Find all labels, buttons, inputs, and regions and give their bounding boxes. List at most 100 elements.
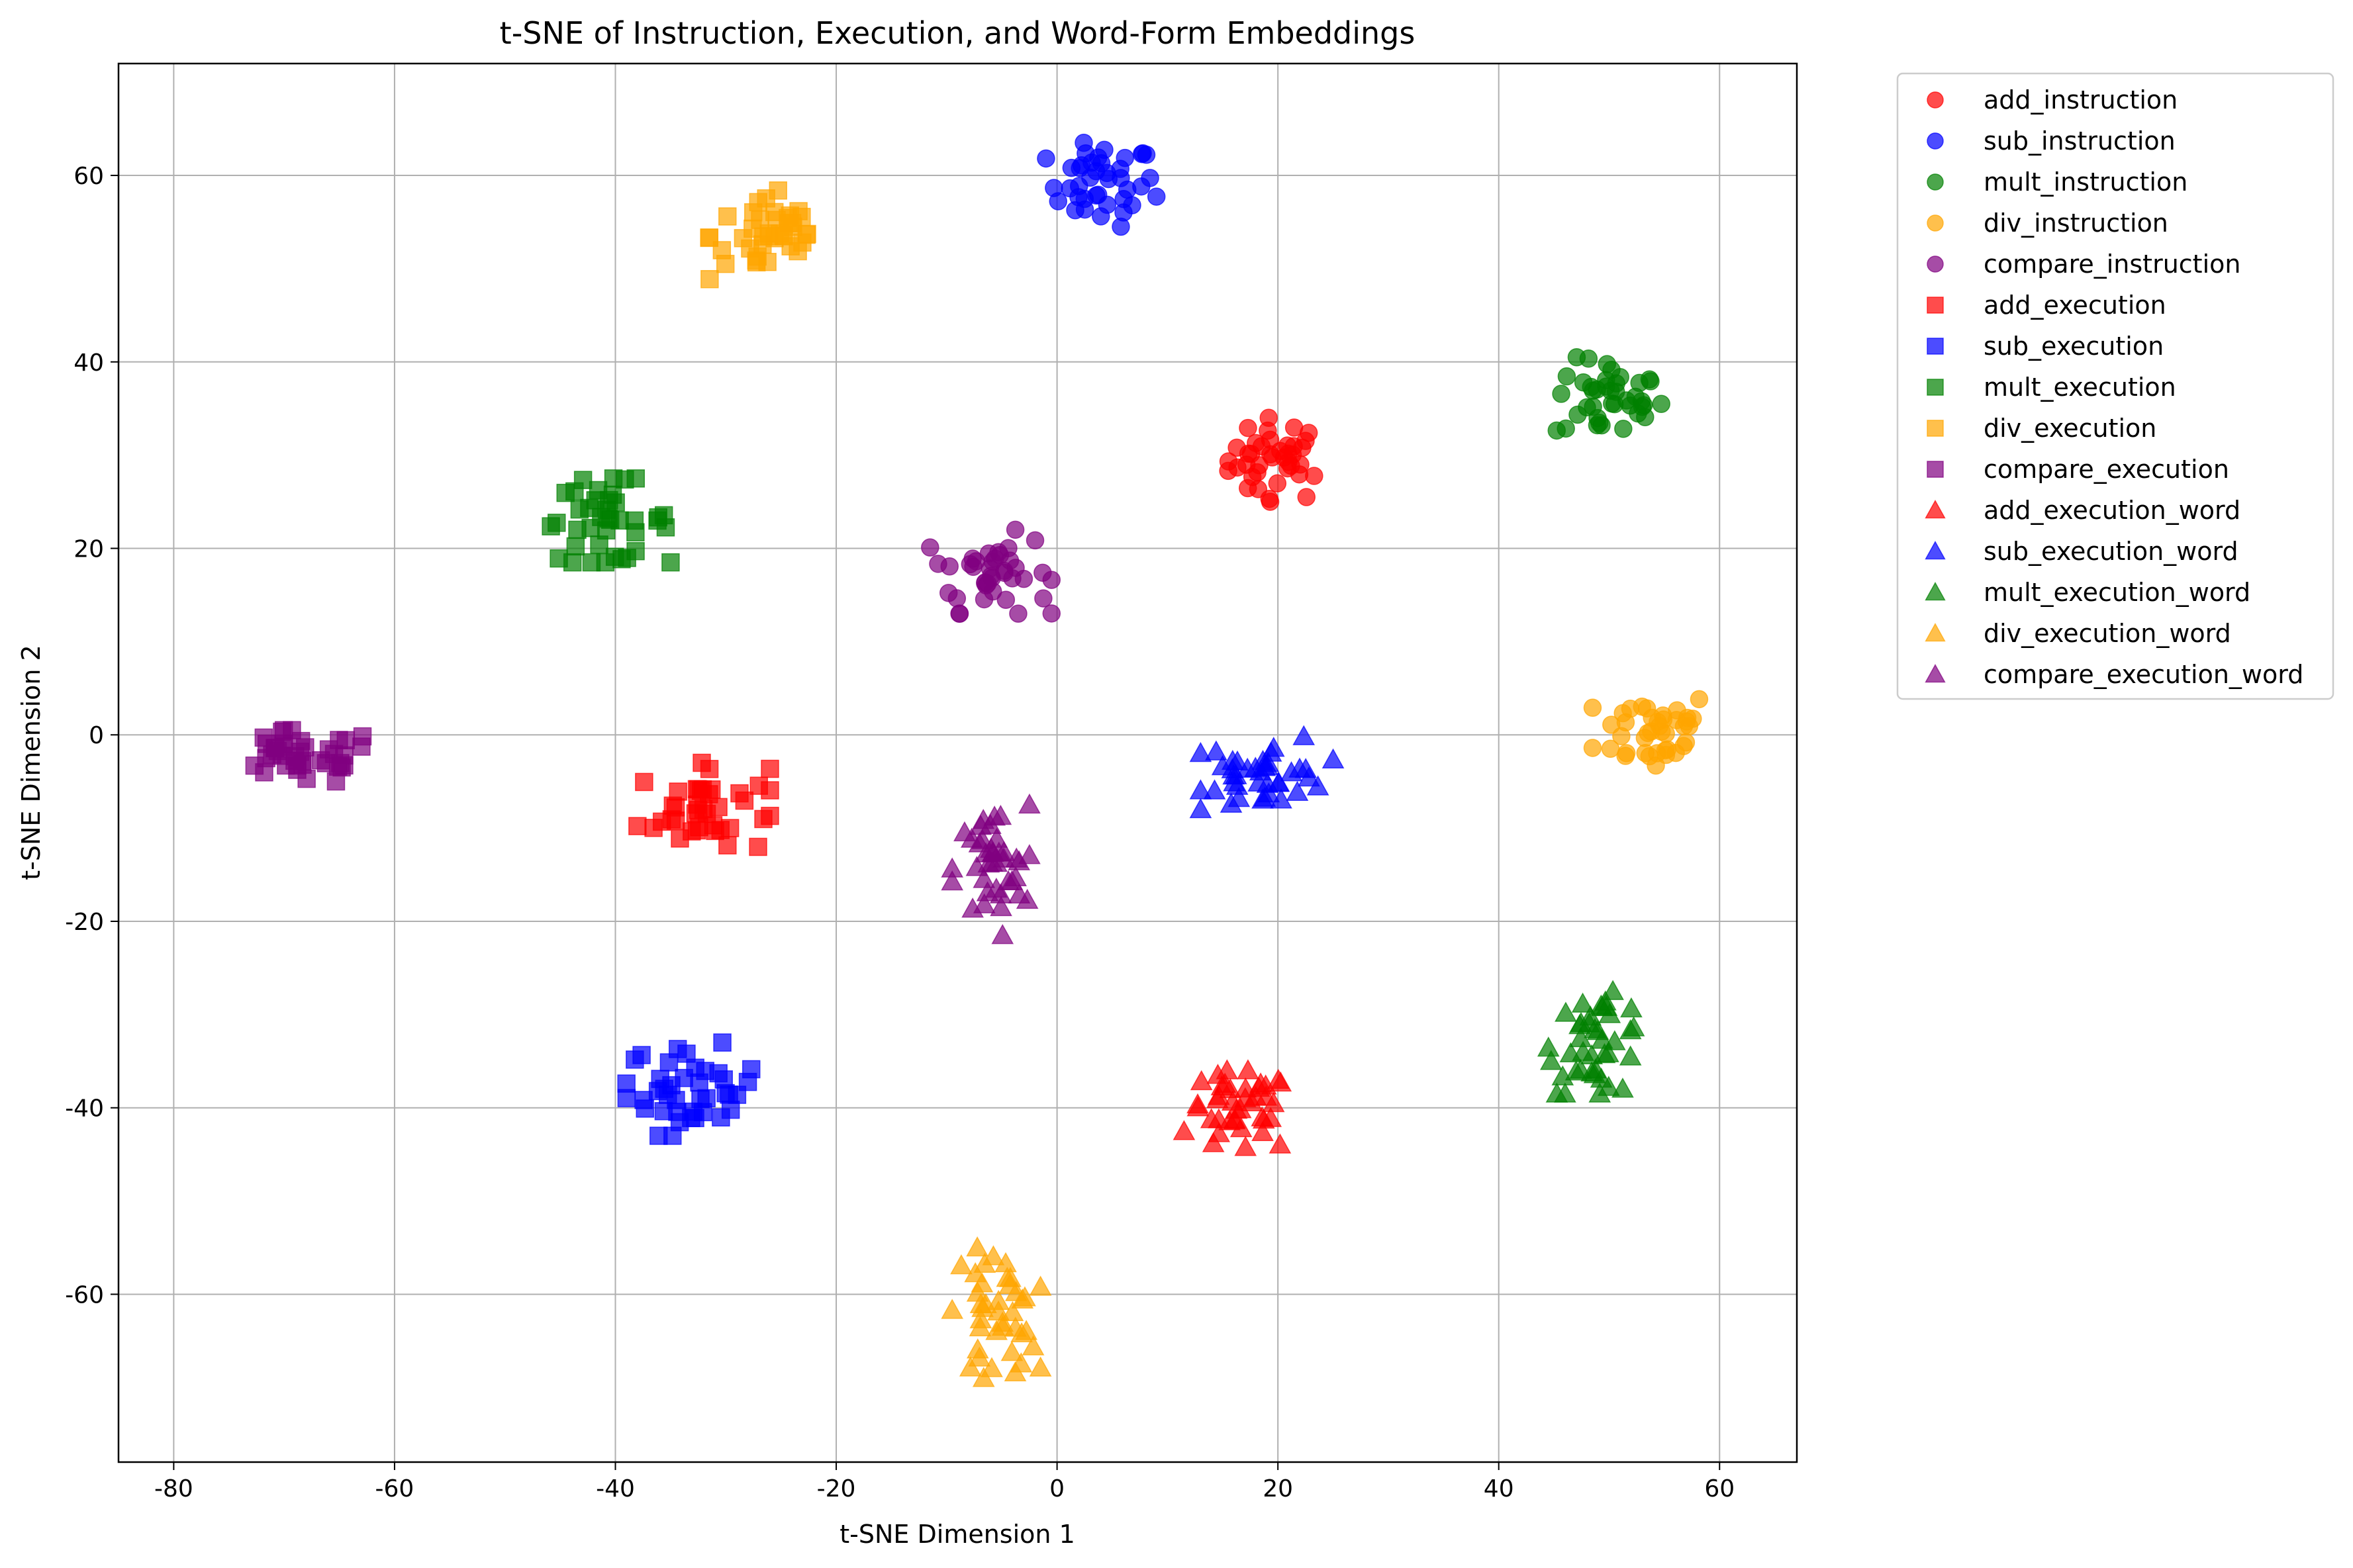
y-tick-label: 60 [73, 163, 104, 190]
data-point [1009, 604, 1028, 623]
data-point [668, 1103, 687, 1121]
legend-label: div_execution [1984, 414, 2156, 443]
legend-label: compare_execution [1984, 455, 2229, 484]
data-point [1594, 990, 1617, 1011]
legend-label: mult_execution [1984, 373, 2176, 402]
data-point [1602, 360, 1621, 379]
data-point [669, 782, 687, 801]
data-point [749, 776, 769, 795]
data-point [1269, 1133, 1292, 1154]
data-point [959, 1356, 982, 1377]
data-point [688, 795, 706, 814]
data-point [973, 893, 996, 913]
legend-label: compare_execution_word [1984, 660, 2303, 689]
data-point [661, 553, 680, 572]
data-point [677, 1044, 696, 1063]
data-point [1555, 1001, 1577, 1022]
data-point [659, 1053, 679, 1072]
data-point [651, 1070, 669, 1088]
data-point [273, 722, 291, 741]
data-point [1018, 793, 1041, 814]
x-tick-label: 0 [1049, 1475, 1065, 1502]
data-point [1557, 367, 1576, 386]
series-sub_execution [617, 1033, 761, 1145]
data-points [245, 133, 1709, 1387]
legend-label: add_instruction [1984, 85, 2178, 115]
data-point [336, 731, 356, 750]
data-point [998, 1273, 1022, 1295]
data-point [1234, 1136, 1257, 1156]
legend: add_instruction sub_instruction mult_instr… [1896, 72, 2334, 700]
data-point [1690, 690, 1709, 709]
legend-marker [1927, 214, 1944, 232]
data-point [1133, 144, 1152, 163]
data-point [1269, 1071, 1292, 1092]
legend-marker [1927, 338, 1944, 355]
data-point [1652, 394, 1670, 414]
legend-marker [1927, 297, 1944, 314]
data-point [1551, 1065, 1574, 1085]
data-point [1578, 398, 1596, 417]
data-point [1237, 1059, 1259, 1080]
data-point [1680, 717, 1699, 735]
data-point [990, 896, 1012, 917]
data-point [985, 827, 1008, 848]
data-point [991, 923, 1014, 945]
data-point [635, 772, 653, 792]
data-point [599, 509, 618, 528]
data-point [1247, 434, 1265, 453]
data-point [671, 829, 689, 848]
y-tick-label: 20 [73, 536, 104, 563]
data-point [1042, 604, 1061, 623]
data-point [1239, 418, 1257, 438]
legend-marker [1927, 91, 1944, 109]
y-tick-label: -60 [65, 1281, 104, 1309]
data-point [1557, 419, 1575, 438]
data-point [1568, 1013, 1591, 1035]
data-point [556, 483, 575, 502]
data-point [742, 1060, 761, 1079]
data-point [749, 837, 767, 856]
data-point [1114, 203, 1133, 222]
data-point [982, 1245, 1005, 1266]
data-point [1008, 850, 1031, 870]
data-point [761, 806, 779, 825]
series-sub_instruction [1037, 133, 1166, 236]
legend-entry: mult_instruction [1927, 167, 2187, 197]
data-point [1601, 739, 1620, 758]
legend-items: add_instruction sub_instruction mult_instr… [1925, 85, 2303, 689]
data-point [963, 549, 982, 568]
data-point [1018, 844, 1041, 864]
x-tick-label: -20 [817, 1475, 856, 1502]
grid-lines [119, 64, 1797, 1462]
data-point [1616, 713, 1635, 732]
legend-entry: sub_execution_word [1925, 537, 2238, 566]
plot-area [119, 64, 1797, 1462]
data-point [990, 545, 1010, 565]
data-point [1260, 489, 1279, 508]
data-point [989, 804, 1012, 825]
y-tick-label: 40 [73, 349, 104, 377]
data-point [1259, 408, 1278, 428]
data-point [296, 738, 314, 757]
data-point [1141, 169, 1159, 187]
data-point [1257, 751, 1280, 772]
data-point [975, 590, 994, 609]
data-point [1292, 725, 1316, 745]
data-point [1210, 1075, 1233, 1095]
data-point [266, 739, 285, 757]
data-point [712, 1108, 730, 1127]
data-point [1571, 992, 1594, 1013]
data-point [1173, 1120, 1196, 1140]
data-point [1282, 456, 1300, 475]
data-point [1255, 1085, 1278, 1106]
data-point [1061, 179, 1080, 198]
data-point [744, 219, 762, 238]
legend-label: mult_instruction [1984, 167, 2187, 197]
data-point [658, 1085, 677, 1104]
data-point [686, 1109, 704, 1127]
data-point [969, 1308, 992, 1328]
data-point [1280, 761, 1303, 782]
data-point [1284, 418, 1304, 437]
x-tick-label: 60 [1704, 1475, 1735, 1502]
